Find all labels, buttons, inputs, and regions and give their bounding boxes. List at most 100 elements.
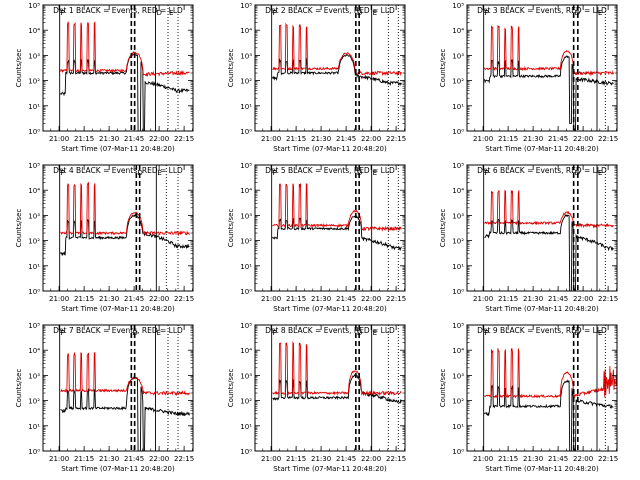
y-tick-label: 10⁰ [28,128,40,136]
y-tick-label: 10¹ [28,423,40,431]
x-tick-label: 22:15 [174,295,194,303]
x-tick-label: 21:30 [523,455,543,463]
x-tick-label: 22:15 [386,295,406,303]
y-axis-label: Counts/sec [439,49,447,88]
x-axis-label: Start Time (07-Mar-11 20:48:20) [273,465,387,473]
y-tick-label: 10⁵ [240,322,252,330]
x-tick-label: 21:00 [473,455,493,463]
x-tick-label: 21:15 [286,295,306,303]
y-tick-label: 10² [240,238,252,246]
y-axis-label: Counts/sec [227,209,235,248]
x-tick-label: 21:00 [49,295,69,303]
flag-marker-label: P [273,329,277,337]
y-tick-label: 10⁰ [452,128,464,136]
lld-series-line [272,341,402,397]
y-tick-label: 10³ [452,372,464,380]
x-tick-label: 22:15 [174,135,194,143]
detector-panel: PDE10⁰10¹10²10³10⁴10⁵21:0021:1521:3021:4… [439,162,618,313]
lld-series-line [272,183,402,232]
y-tick-label: 10⁰ [240,448,252,456]
panel-title: Det 1 BLACK = Events, RED = LLD [53,6,183,15]
flag-marker-label: D [157,9,162,17]
x-axis-label: Start Time (07-Mar-11 20:48:20) [61,465,175,473]
plot-frame [466,4,618,132]
lld-series-line [60,181,190,237]
flag-marker-label: E [373,9,377,17]
x-tick-label: 22:15 [598,295,618,303]
x-tick-label: 21:15 [498,455,518,463]
y-tick-label: 10⁵ [240,2,252,10]
flag-marker-label: E [373,169,377,177]
events-series-line [272,215,402,252]
flag-marker-label: P [485,169,489,177]
x-tick-label: 21:30 [311,455,331,463]
plot-frame [466,324,618,452]
y-axis-label: Counts/sec [439,369,447,408]
y-tick-label: 10³ [240,372,252,380]
x-tick-label: 22:15 [598,135,618,143]
y-tick-label: 10⁴ [28,27,40,35]
x-tick-label: 21:15 [74,455,94,463]
x-tick-label: 21:45 [336,295,356,303]
y-tick-label: 10¹ [452,103,464,111]
y-axis-label: Counts/sec [227,369,235,408]
y-tick-label: 10³ [240,52,252,60]
y-tick-label: 10² [28,78,40,86]
x-tick-label: 22:00 [361,455,381,463]
x-axis-label: Start Time (07-Mar-11 20:48:20) [61,305,175,313]
detector-panel: PDE10⁰10¹10²10³10⁴10⁵21:0021:1521:3021:4… [15,322,194,473]
y-tick-label: 10⁵ [28,162,40,170]
detector-panel: PDE10⁰10¹10²10³10⁴10⁵21:0021:1521:3021:4… [15,162,194,313]
events-series-line [484,379,614,451]
y-tick-label: 10⁵ [28,2,40,10]
flag-marker-label: E [598,329,602,337]
y-tick-label: 10² [28,238,40,246]
detector-panel: PDE10⁰10¹10²10³10⁴10⁵21:0021:1521:3021:4… [439,322,618,473]
detector-panel: PDE10⁰10¹10²10³10⁴10⁵21:0021:1521:3021:4… [439,2,618,153]
y-tick-label: 10⁴ [240,27,252,35]
y-tick-label: 10¹ [240,103,252,111]
events-series-line [484,214,614,291]
flag-marker-label: E [373,329,377,337]
panel-title: Det 6 BLACK = Events, RED = LLD [477,166,607,175]
y-tick-label: 10² [240,398,252,406]
x-tick-label: 21:45 [124,135,144,143]
plot-frame [42,164,194,292]
x-tick-label: 22:00 [149,295,169,303]
panel-title: Det 7 BLACK = Events, RED = LLD [53,326,183,335]
y-tick-label: 10³ [240,212,252,220]
y-tick-label: 10⁰ [452,288,464,296]
lld-series-line [484,24,614,77]
y-tick-label: 10¹ [452,423,464,431]
detector-panel: PDE10⁰10¹10²10³10⁴10⁵21:0021:1521:3021:4… [227,162,406,313]
y-tick-label: 10² [452,238,464,246]
x-tick-label: 21:45 [548,295,568,303]
plot-frame [42,324,194,452]
y-tick-label: 10⁴ [452,187,464,195]
flag-marker-label: P [273,9,277,17]
x-tick-label: 21:30 [311,295,331,303]
flag-marker-label: E [169,9,173,17]
x-tick-label: 21:00 [49,135,69,143]
y-axis-label: Counts/sec [439,209,447,248]
x-tick-label: 21:45 [336,455,356,463]
x-tick-label: 22:15 [598,455,618,463]
y-axis-label: Counts/sec [227,49,235,88]
x-tick-label: 21:45 [548,455,568,463]
x-tick-label: 21:15 [286,455,306,463]
x-tick-label: 21:00 [473,135,493,143]
y-tick-label: 10² [452,398,464,406]
lld-series-line [484,348,617,399]
flag-marker-label: P [61,9,65,17]
x-axis-label: Start Time (07-Mar-11 20:48:20) [485,145,599,153]
events-series-line [272,54,402,87]
plot-frame [254,324,406,452]
x-tick-label: 22:15 [386,455,406,463]
x-tick-label: 21:30 [523,135,543,143]
x-tick-label: 21:00 [49,455,69,463]
flag-marker-label: E [598,169,602,177]
lld-series-line [272,22,402,77]
x-tick-label: 22:00 [361,295,381,303]
